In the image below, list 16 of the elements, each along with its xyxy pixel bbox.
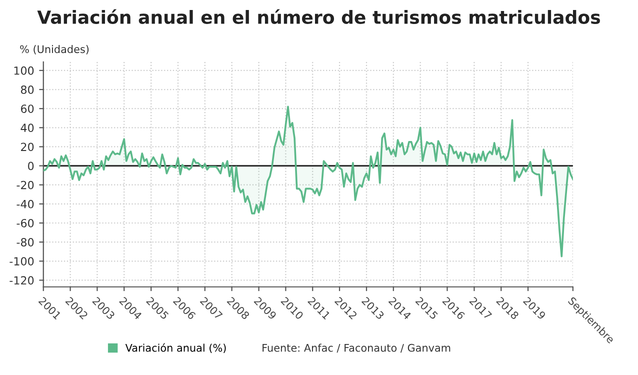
y-tick-label: -20 — [16, 180, 34, 190]
y-tick-label: 100 — [14, 66, 34, 75]
y-tick-label: 20 — [21, 142, 34, 152]
y-tick-label: -40 — [16, 200, 34, 208]
y-tick-label: 80 — [20, 86, 34, 94]
y-axis-title: % (Unidades) — [20, 45, 89, 54]
source-note: Fuente: Anfac / Faconauto / Ganvam — [262, 344, 450, 353]
y-tick-label: 40 — [20, 124, 34, 132]
legend-label: Variación anual (%) — [125, 343, 226, 353]
chart-title: Variación anual en el número de turismos matriculados — [37, 9, 600, 24]
y-tick-label: 0 — [28, 162, 34, 170]
y-tick-label: -60 — [16, 218, 34, 228]
y-tick-label: -80 — [16, 238, 34, 246]
y-tick-label: -120 — [10, 276, 34, 285]
y-tick-label: -100 — [10, 257, 34, 266]
y-tick-label: 60 — [20, 104, 34, 113]
